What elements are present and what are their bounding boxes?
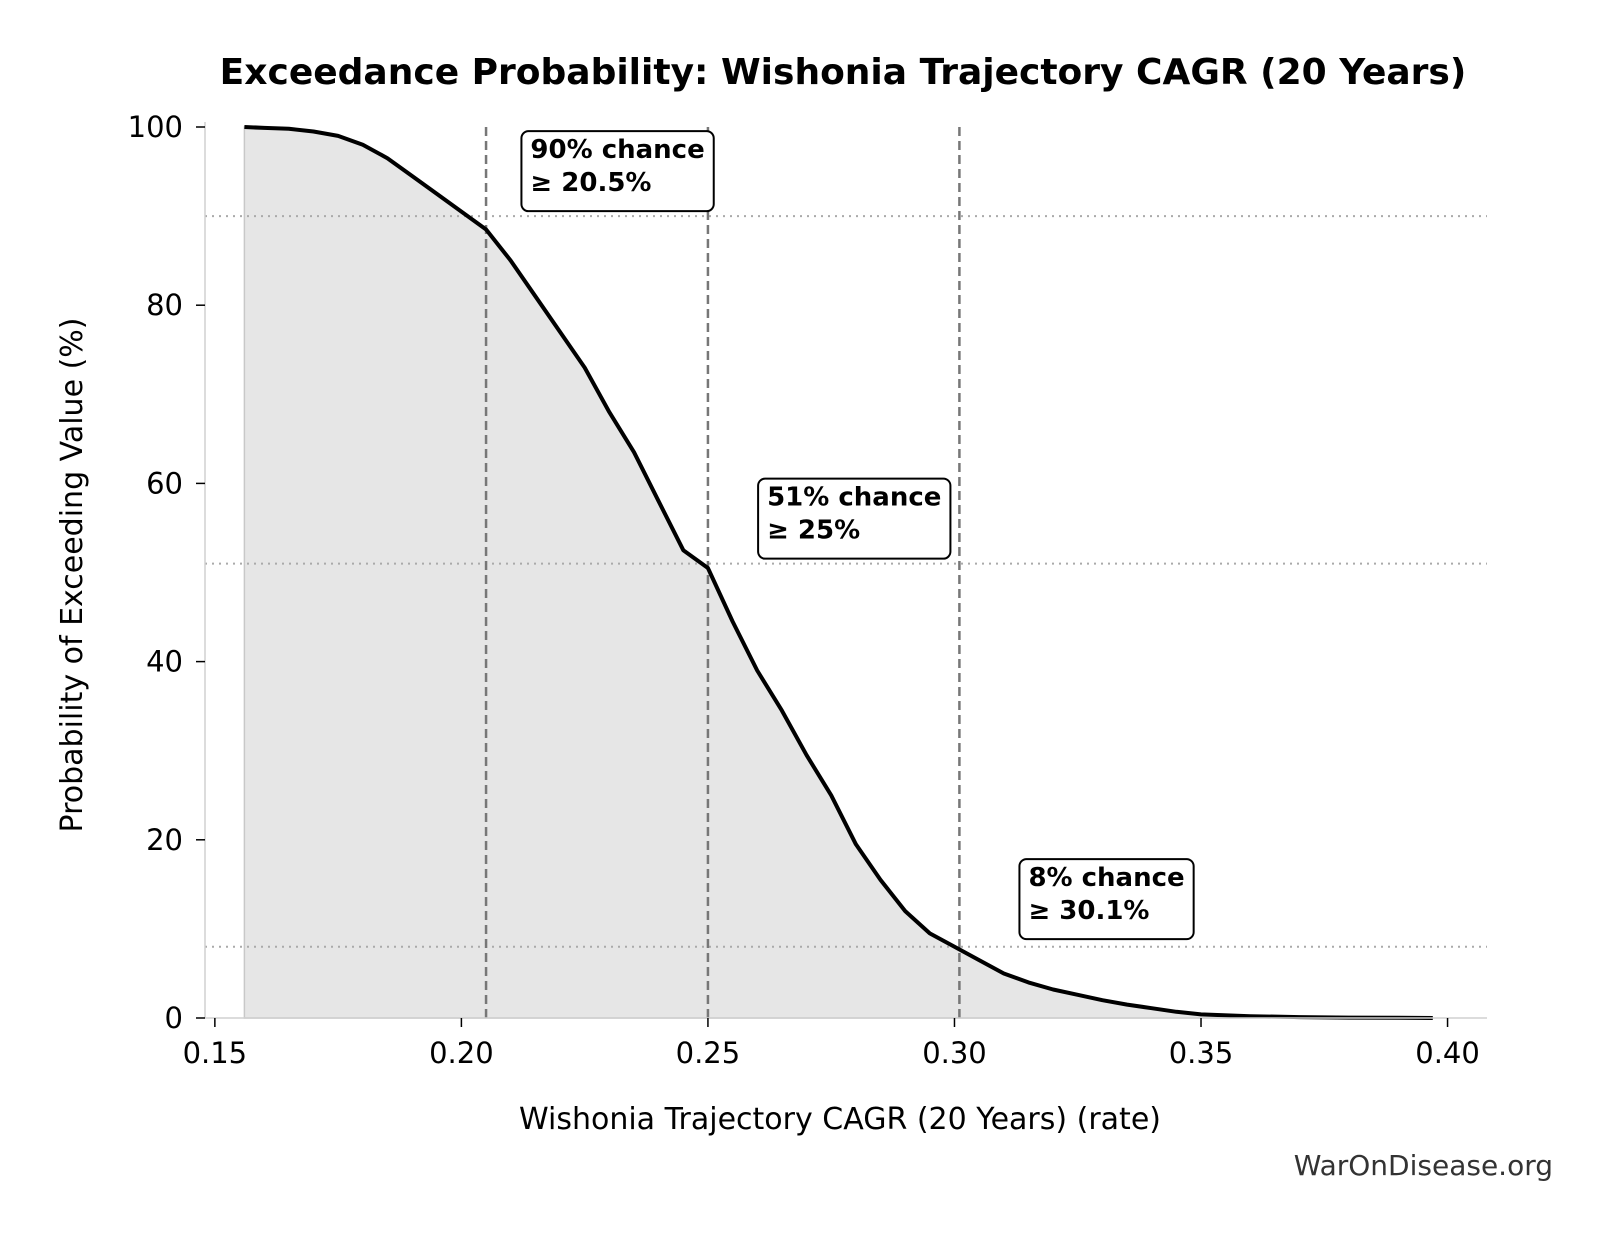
- annotation-text: 90% chance: [530, 135, 704, 165]
- exceedance-curve-line: [244, 125, 1433, 1020]
- x-tick-label: 0.35: [1169, 1036, 1234, 1070]
- annotation-box-border: [757, 477, 952, 560]
- vertical-reference-lines: [484, 127, 961, 1018]
- y-axis-label: Probability of Exceeding Value (%): [55, 318, 90, 833]
- y-tick-label: 20: [146, 823, 183, 857]
- annotation-box-border: [520, 130, 715, 213]
- exceedance-fill-area: [243, 126, 1433, 1019]
- annotations: 90% chance≥ 20.5% 51% chance≥ 25% 8% chanc…: [520, 130, 1195, 941]
- y-axis-ticks: 0 20 40 60 80 100: [128, 110, 205, 1035]
- annotation-box: 51% chance≥ 25%: [757, 477, 952, 560]
- x-axis-label: Wishonia Trajectory CAGR (20 Years) (rat…: [519, 1102, 1161, 1137]
- y-tick-label: 40: [146, 645, 183, 679]
- watermark-text: WarOnDisease.org: [1294, 1149, 1553, 1182]
- annotation-text: 51% chance: [767, 483, 941, 513]
- y-tick-label: 0: [165, 1001, 183, 1035]
- x-tick-label: 0.15: [183, 1036, 248, 1070]
- plot-area: [205, 125, 1487, 1020]
- annotation-text: ≥ 25%: [767, 516, 860, 546]
- annotation-box-border: [1018, 858, 1195, 941]
- y-tick-label: 100: [128, 110, 183, 144]
- x-tick-label: 0.30: [922, 1036, 987, 1070]
- annotation-box: 8% chance≥ 30.1%: [1018, 858, 1195, 941]
- annotation-box: 90% chance≥ 20.5%: [520, 130, 715, 213]
- y-tick-label: 60: [146, 466, 183, 500]
- x-axis-ticks: 0.15 0.20 0.25 0.30 0.35 0.40: [183, 1018, 1480, 1070]
- x-tick-label: 0.40: [1415, 1036, 1480, 1070]
- y-tick-label: 80: [146, 288, 183, 322]
- annotation-text: 8% chance: [1028, 863, 1184, 893]
- annotation-text: ≥ 20.5%: [530, 168, 651, 198]
- chart-title: Exceedance Probability: Wishonia Traject…: [220, 52, 1467, 93]
- annotation-text: ≥ 30.1%: [1028, 896, 1149, 926]
- x-tick-label: 0.20: [429, 1036, 494, 1070]
- x-tick-label: 0.25: [676, 1036, 741, 1070]
